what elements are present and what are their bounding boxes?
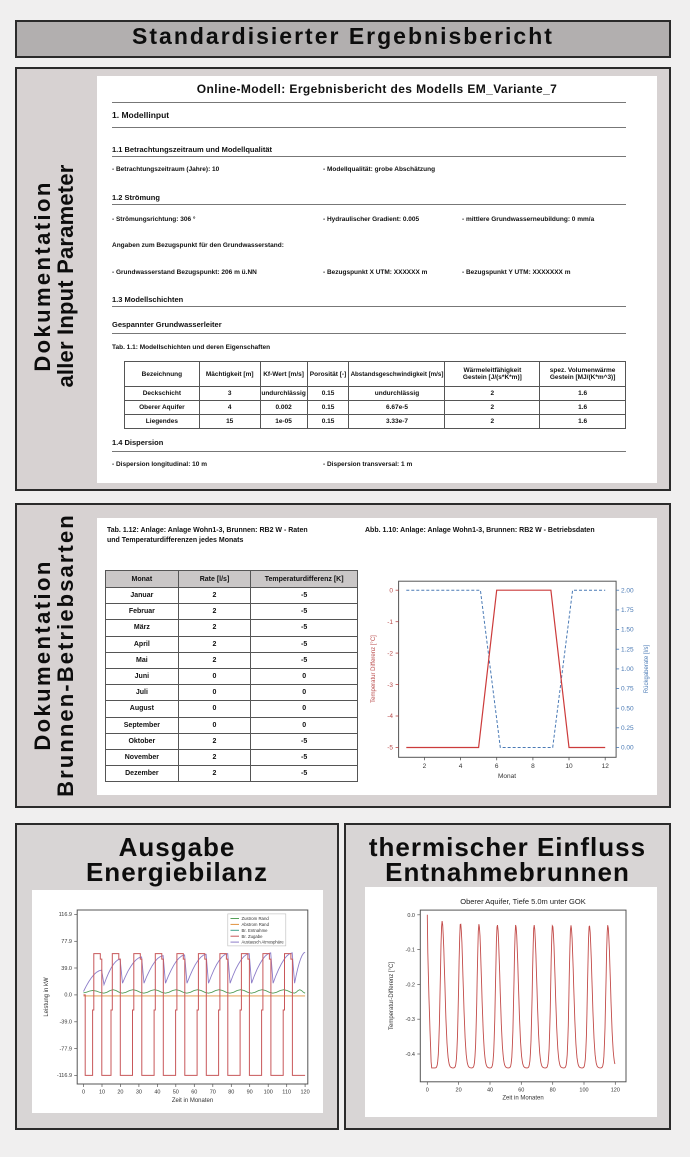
svg-text:Zeit in Monaten: Zeit in Monaten: [172, 1098, 213, 1104]
svg-text:39.0: 39.0: [61, 966, 72, 972]
svg-text:-4: -4: [387, 713, 393, 720]
svg-text:20: 20: [456, 1088, 462, 1094]
svg-text:0: 0: [389, 587, 393, 594]
svg-text:-1: -1: [387, 619, 393, 626]
svg-text:Br. Entnahme: Br. Entnahme: [242, 928, 269, 933]
svg-text:6: 6: [495, 763, 499, 770]
svg-text:Austausch Atmosphäre: Austausch Atmosphäre: [242, 940, 285, 945]
svg-text:Zustrom Rand: Zustrom Rand: [242, 916, 270, 921]
svg-text:110: 110: [282, 1090, 291, 1096]
svg-text:Rückgaberate [l/s]: Rückgaberate [l/s]: [644, 644, 650, 693]
svg-text:50: 50: [173, 1090, 179, 1096]
svg-text:90: 90: [247, 1090, 253, 1096]
svg-text:1.00: 1.00: [621, 666, 634, 673]
svg-text:20: 20: [117, 1090, 123, 1096]
svg-text:2.00: 2.00: [621, 587, 634, 594]
svg-text:120: 120: [611, 1088, 620, 1094]
svg-text:0: 0: [426, 1088, 429, 1094]
svg-text:0.25: 0.25: [621, 725, 634, 732]
svg-text:70: 70: [210, 1090, 216, 1096]
svg-text:116.9: 116.9: [59, 912, 72, 918]
svg-text:Zeit in Monaten: Zeit in Monaten: [502, 1096, 543, 1102]
svg-text:10: 10: [565, 763, 573, 770]
svg-text:2: 2: [423, 763, 427, 770]
svg-text:Oberer Aquifer, Tiefe 5.0m unt: Oberer Aquifer, Tiefe 5.0m unter GOK: [460, 897, 585, 906]
svg-text:4: 4: [459, 763, 463, 770]
svg-text:8: 8: [531, 763, 535, 770]
svg-text:Leistung in kW: Leistung in kW: [44, 977, 50, 1017]
svg-text:120: 120: [301, 1090, 310, 1096]
svg-text:0.0: 0.0: [407, 913, 415, 919]
svg-text:Monat: Monat: [498, 773, 516, 780]
svg-text:30: 30: [136, 1090, 142, 1096]
svg-text:-116.9: -116.9: [57, 1073, 72, 1079]
svg-text:10: 10: [99, 1090, 105, 1096]
svg-text:0.50: 0.50: [621, 705, 634, 712]
svg-text:-0.1: -0.1: [406, 948, 415, 954]
svg-text:0.00: 0.00: [621, 745, 634, 752]
svg-text:80: 80: [228, 1090, 234, 1096]
svg-text:-2: -2: [387, 650, 393, 657]
svg-text:-0.4: -0.4: [406, 1052, 415, 1058]
svg-text:60: 60: [518, 1088, 524, 1094]
svg-text:60: 60: [191, 1090, 197, 1096]
svg-text:40: 40: [154, 1090, 160, 1096]
svg-text:100: 100: [579, 1088, 588, 1094]
svg-text:12: 12: [602, 763, 610, 770]
svg-text:Br. Zugabe: Br. Zugabe: [242, 934, 264, 939]
svg-text:-0.3: -0.3: [406, 1017, 415, 1023]
svg-text:1.50: 1.50: [621, 627, 634, 634]
svg-text:0: 0: [82, 1090, 85, 1096]
svg-text:Temperatur Differenz [°C]: Temperatur Differenz [°C]: [371, 635, 377, 703]
svg-text:Temperatur-Differenz [°C]: Temperatur-Differenz [°C]: [389, 962, 395, 1030]
svg-text:40: 40: [487, 1088, 493, 1094]
svg-text:0.0: 0.0: [64, 993, 72, 999]
svg-text:100: 100: [264, 1090, 273, 1096]
svg-text:77.9: 77.9: [61, 939, 72, 945]
svg-text:0.75: 0.75: [621, 686, 634, 693]
svg-text:Abstrom Rand: Abstrom Rand: [242, 922, 270, 927]
svg-text:-3: -3: [387, 682, 393, 689]
svg-text:-0.2: -0.2: [406, 982, 415, 988]
svg-text:-39.0: -39.0: [59, 1020, 72, 1026]
svg-text:1.75: 1.75: [621, 607, 634, 614]
svg-text:-77.9: -77.9: [59, 1046, 72, 1052]
svg-text:-5: -5: [387, 745, 393, 752]
svg-text:1.25: 1.25: [621, 646, 634, 653]
svg-text:80: 80: [550, 1088, 556, 1094]
